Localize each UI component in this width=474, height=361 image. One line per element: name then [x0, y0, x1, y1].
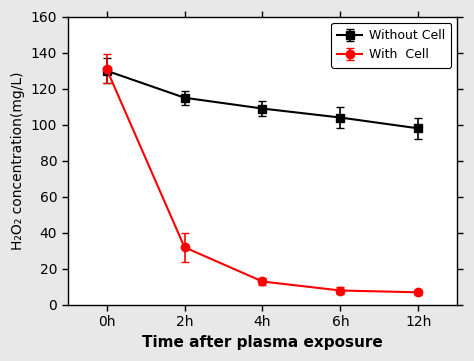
X-axis label: Time after plasma exposure: Time after plasma exposure	[142, 335, 383, 350]
Legend: Without Cell, With  Cell: Without Cell, With Cell	[331, 23, 451, 68]
Y-axis label: H₂O₂ concentration(mg/L): H₂O₂ concentration(mg/L)	[11, 71, 25, 250]
